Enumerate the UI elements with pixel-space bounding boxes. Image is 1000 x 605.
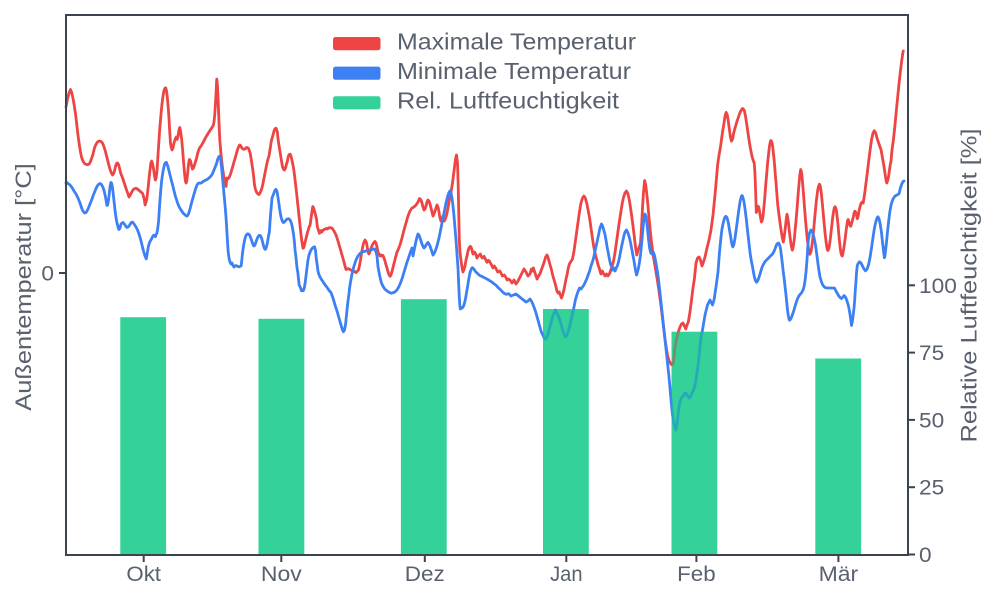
svg-text:Okt: Okt [126,563,161,586]
svg-text:Relative Luftfeuchtigkeit [%]: Relative Luftfeuchtigkeit [%] [957,129,982,443]
svg-text:50: 50 [919,409,944,432]
svg-text:0: 0 [41,263,54,286]
svg-text:Nov: Nov [261,563,302,586]
svg-text:Mär: Mär [819,563,859,586]
svg-text:25: 25 [919,477,944,500]
svg-text:Jan: Jan [550,563,582,586]
svg-text:Maximale Temperatur: Maximale Temperatur [397,28,636,54]
svg-text:Minimale Temperatur: Minimale Temperatur [397,58,631,84]
svg-text:0: 0 [919,544,932,567]
svg-text:Feb: Feb [677,563,715,586]
svg-text:Dez: Dez [405,563,445,586]
svg-text:Außentemperatur [°C]: Außentemperatur [°C] [11,163,36,411]
svg-text:100: 100 [919,275,957,298]
svg-text:75: 75 [919,342,944,365]
svg-text:Rel. Luftfeuchtigkeit: Rel. Luftfeuchtigkeit [397,88,619,114]
